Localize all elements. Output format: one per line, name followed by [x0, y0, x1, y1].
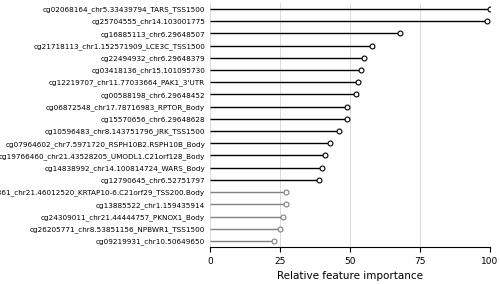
X-axis label: Relative feature importance: Relative feature importance: [277, 271, 423, 281]
